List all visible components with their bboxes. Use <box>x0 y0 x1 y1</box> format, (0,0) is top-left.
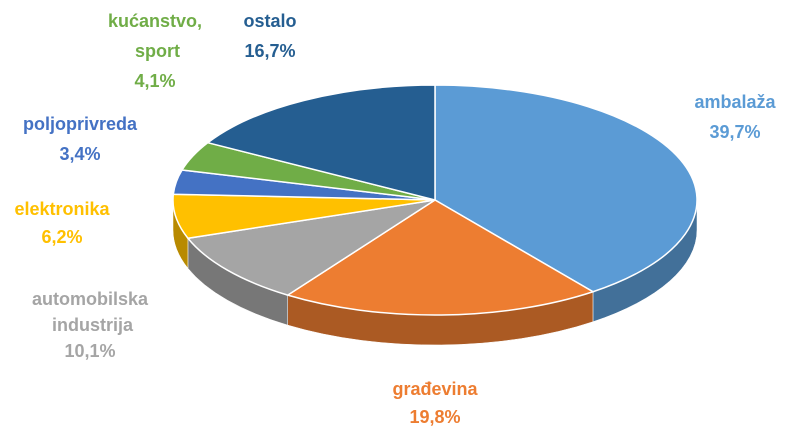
category-label: kućanstvo, sport <box>108 11 202 61</box>
category-label-line: kućanstvo, <box>108 11 202 31</box>
category-label: poljoprivreda <box>23 114 138 134</box>
category-label-line: industrija <box>47 315 134 335</box>
value-label: 4,1% <box>134 71 175 91</box>
category-label: ambalaža <box>694 92 776 112</box>
category-label: ostalo <box>243 11 296 31</box>
category-label: građevina <box>392 379 478 399</box>
value-label: 10,1% <box>64 341 115 361</box>
value-label: 6,2% <box>41 227 82 247</box>
pie-slice <box>434 84 698 293</box>
pie-slice <box>206 84 436 201</box>
pie-sides <box>172 199 698 346</box>
value-label: 39,7% <box>709 122 760 142</box>
category-label-line: ambalaža <box>694 92 776 112</box>
category-label-line: poljoprivreda <box>23 114 138 134</box>
value-label: 16,7% <box>244 41 295 61</box>
value-label: 19,8% <box>409 407 460 427</box>
category-label-line: automobilska <box>32 289 149 309</box>
pie-slices <box>172 84 698 316</box>
category-label-line: elektronika <box>14 199 110 219</box>
category-label-line: građevina <box>392 379 478 399</box>
category-label-line: sport <box>130 41 180 61</box>
category-label: automobilska industrija <box>32 289 149 335</box>
pie-slice <box>186 199 436 296</box>
category-label: elektronika <box>14 199 110 219</box>
category-label-line: ostalo <box>243 11 296 31</box>
value-label: 3,4% <box>59 144 100 164</box>
pie-slice <box>285 199 595 316</box>
